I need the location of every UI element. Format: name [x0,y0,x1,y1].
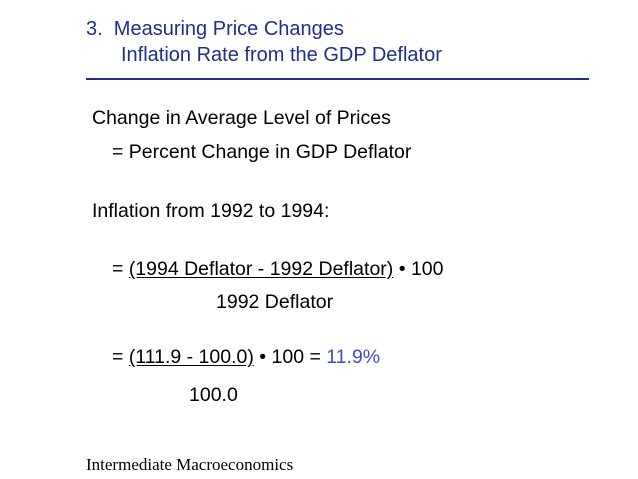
inflation-heading: Inflation from 1992 to 1994: [92,200,330,222]
formula-numerator: (1994 Deflator - 1992 Deflator) [128,258,394,280]
formula-line: = (1994 Deflator - 1992 Deflator) • 100 [112,257,443,281]
calculation-times: • 100 = [259,346,321,368]
slide-title-line2: Inflation Rate from the GDP Deflator [121,44,442,66]
calculation-equals: = [112,346,124,368]
calculation-numerator: (111.9 - 100.0) [128,346,254,368]
definition-line2: = Percent Change in GDP Deflator [112,141,412,163]
title-divider [86,78,589,80]
footer-course-name: Intermediate Macroeconomics [86,455,294,474]
calculation-denominator: 100.0 [189,384,238,406]
calculation-line: = (111.9 - 100.0) • 100 = 11.9% [112,345,380,369]
calculation-result: 11.9% [326,346,381,368]
formula-times: • 100 [398,258,444,280]
slide-title-line1: 3. Measuring Price Changes [86,18,344,40]
slide-title: 3. Measuring Price Changes Inflation Rat… [86,16,442,68]
formula-denominator: 1992 Deflator [216,291,334,313]
formula-equals: = [112,258,124,280]
definition-line1: Change in Average Level of Prices [92,107,391,129]
